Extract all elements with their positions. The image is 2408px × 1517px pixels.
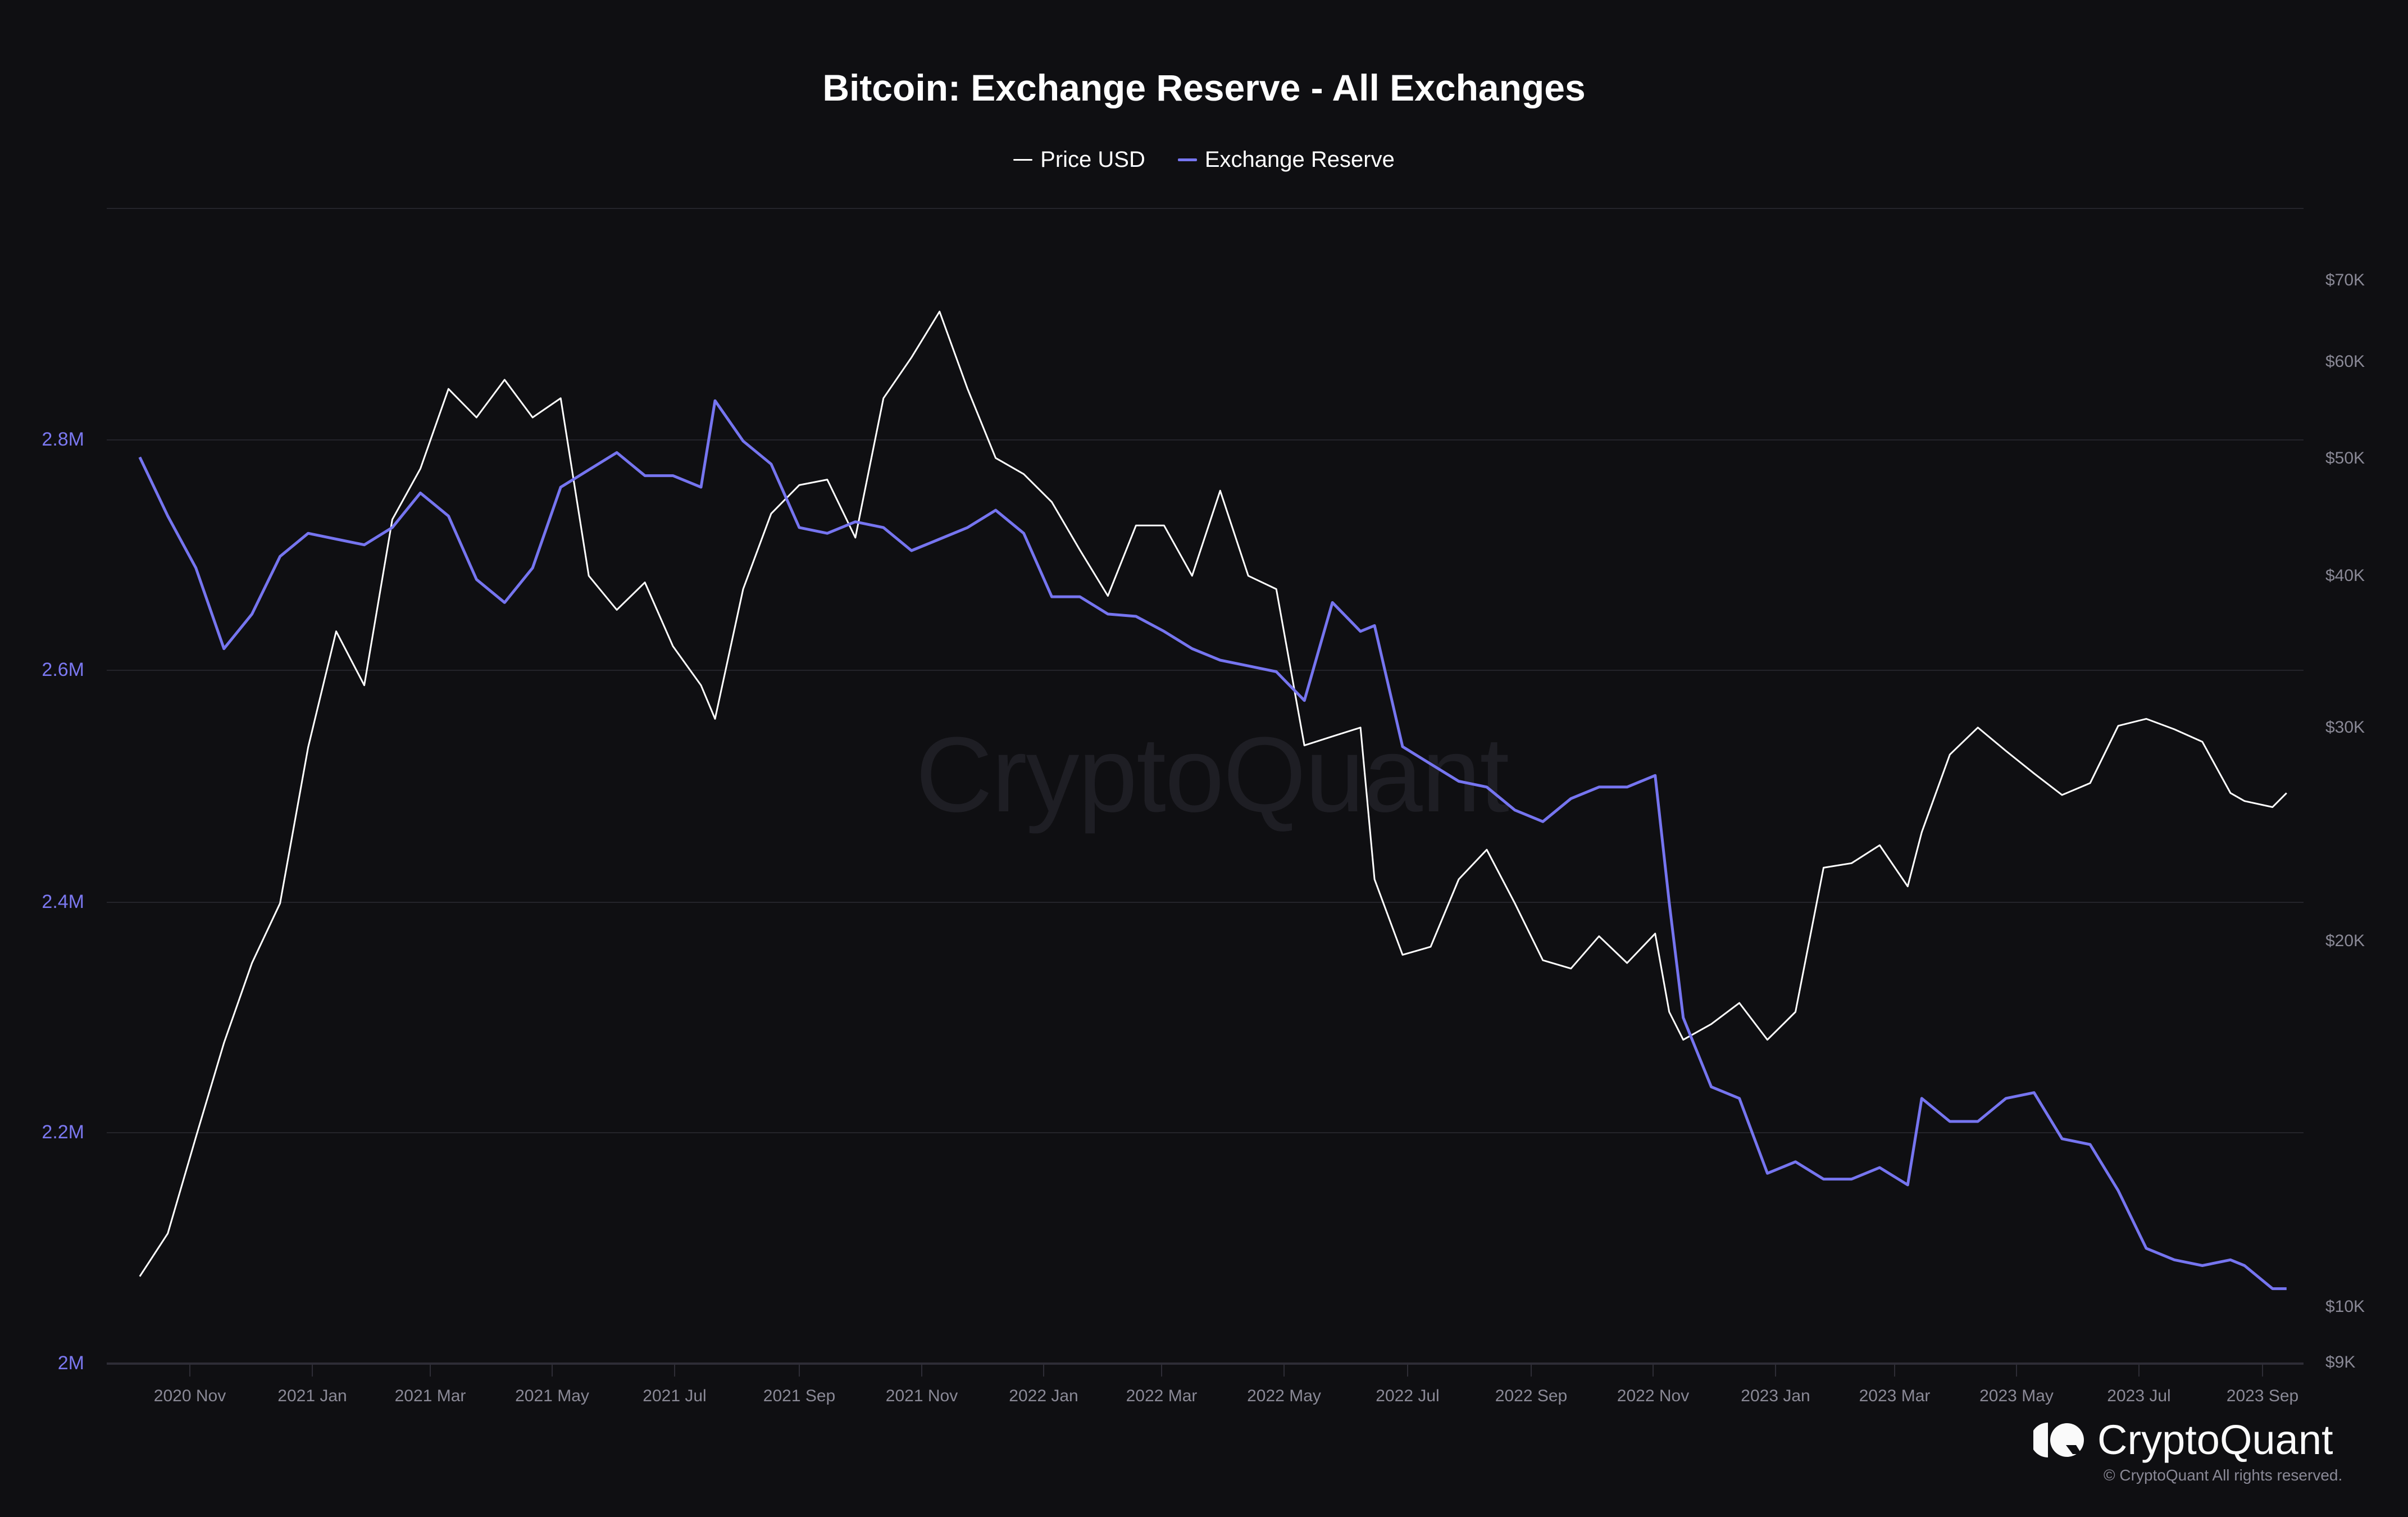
- reserve-line-swatch-icon: [1177, 158, 1197, 161]
- y-left-tick-label: 2.2M: [42, 1121, 84, 1143]
- legend-label-reserve: Exchange Reserve: [1204, 147, 1395, 172]
- y-left-tick-label: 2.4M: [42, 891, 84, 912]
- copyright-text: © CryptoQuant All rights reserved.: [2104, 1466, 2343, 1484]
- x-tick-label: 2021 Jan: [277, 1387, 347, 1405]
- cryptoquant-logo-icon: [2033, 1422, 2084, 1457]
- x-tick-label: 2023 Jul: [2107, 1387, 2171, 1405]
- x-tick-label: 2022 Sep: [1495, 1387, 1568, 1405]
- x-tick-label: 2021 Nov: [885, 1387, 958, 1405]
- x-tick-label: 2022 Jul: [1376, 1387, 1440, 1405]
- x-tick-label: 2022 Mar: [1126, 1387, 1198, 1405]
- x-tick-label: 2020 Nov: [153, 1387, 226, 1405]
- price-series-line: [139, 311, 2287, 1277]
- x-tick-label: 2023 Sep: [2226, 1387, 2299, 1405]
- y-left-tick-label: 2.8M: [42, 429, 84, 450]
- y-right-tick-label: $10K: [2325, 1297, 2365, 1316]
- watermark: CryptoQuant: [916, 715, 1509, 834]
- reserve-series-line: [138, 399, 2287, 1291]
- x-tick-label: 2021 Mar: [394, 1387, 466, 1405]
- legend: Price USD Exchange Reserve: [0, 147, 2408, 172]
- x-tick-label: 2023 Jan: [1741, 1387, 1810, 1405]
- y-right-tick-label: $20K: [2325, 932, 2365, 950]
- legend-label-price: Price USD: [1040, 147, 1145, 172]
- y-right-tick-label: $9K: [2325, 1353, 2356, 1371]
- y-left-tick-label: 2M: [57, 1352, 84, 1374]
- x-tick-label: 2023 Mar: [1859, 1387, 1931, 1405]
- x-tick-label: 2022 May: [1247, 1387, 1321, 1405]
- y-right-tick-label: $40K: [2325, 566, 2365, 585]
- chart-title: Bitcoin: Exchange Reserve - All Exchange…: [822, 67, 1586, 108]
- x-axis: [107, 1362, 2304, 1377]
- y-right-tick-label: $70K: [2325, 271, 2365, 289]
- legend-item-price[interactable]: Price USD: [1013, 147, 1145, 172]
- x-tick-label: 2022 Jan: [1009, 1387, 1078, 1405]
- legend-item-reserve[interactable]: Exchange Reserve: [1177, 147, 1395, 172]
- y-right-tick-label: $60K: [2325, 352, 2365, 371]
- x-tick-label: 2022 Nov: [1617, 1387, 1690, 1405]
- x-tick-label: 2021 Jul: [643, 1387, 707, 1405]
- y-left-tick-label: 2.6M: [42, 659, 84, 680]
- price-line-swatch-icon: [1013, 159, 1033, 161]
- logo-text: CryptoQuant: [2097, 1416, 2333, 1463]
- x-tick-label: 2021 May: [515, 1387, 589, 1405]
- y-right-tick-label: $50K: [2325, 449, 2365, 467]
- cryptoquant-logo: CryptoQuant: [2033, 1416, 2333, 1464]
- y-right-tick-label: $30K: [2325, 718, 2365, 737]
- x-tick-label: 2023 May: [1979, 1387, 2054, 1405]
- x-tick-label: 2021 Sep: [763, 1387, 836, 1405]
- gridlines: [107, 208, 2304, 1133]
